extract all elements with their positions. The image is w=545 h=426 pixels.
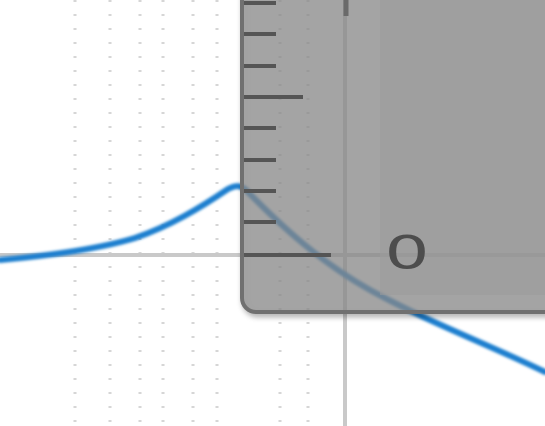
ruler-zero-label: 0 (384, 227, 429, 280)
ruler-ticks (244, 0, 349, 257)
ruler-panel (380, 0, 545, 295)
measuring-ruler-icon[interactable]: 0 (240, 0, 545, 314)
